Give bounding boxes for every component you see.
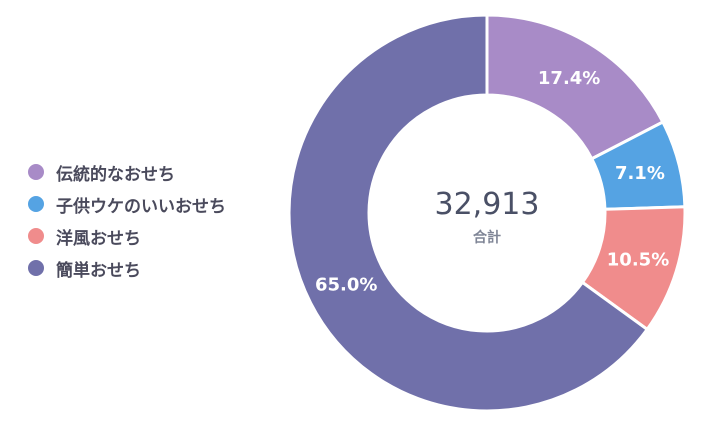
legend-item[interactable]: 洋風おせち bbox=[28, 220, 236, 252]
slice-labels: 17.4% 7.1% 10.5% 65.0% bbox=[315, 68, 669, 296]
legend-label: 子供ウケのいいおせち bbox=[56, 196, 226, 217]
donut-slice[interactable] bbox=[287, 13, 650, 413]
legend-swatch bbox=[28, 228, 44, 244]
center-total-value: 32,913 bbox=[435, 187, 540, 222]
legend-item[interactable]: 簡単おせち bbox=[28, 252, 236, 284]
legend-item[interactable]: 伝統的なおせち bbox=[28, 156, 236, 188]
legend-label: 伝統的なおせち bbox=[56, 164, 175, 185]
slices bbox=[287, 13, 687, 413]
slice-value-label: 10.5% bbox=[607, 249, 669, 270]
legend-swatch bbox=[28, 196, 44, 212]
legend-item[interactable]: 子供ウケのいいおせち bbox=[28, 188, 236, 220]
legend-label: 洋風おせち bbox=[56, 228, 141, 249]
slice-value-label: 17.4% bbox=[538, 68, 600, 89]
legend: 伝統的なおせち 子供ウケのいいおせち 洋風おせち 簡単おせち bbox=[28, 156, 236, 284]
legend-swatch bbox=[28, 260, 44, 276]
legend-swatch bbox=[28, 164, 44, 180]
slice-value-label: 7.1% bbox=[615, 163, 665, 184]
slice-value-label: 65.0% bbox=[315, 275, 377, 296]
center-total-label: 合計 bbox=[473, 229, 501, 246]
legend-label: 簡単おせち bbox=[56, 260, 141, 281]
